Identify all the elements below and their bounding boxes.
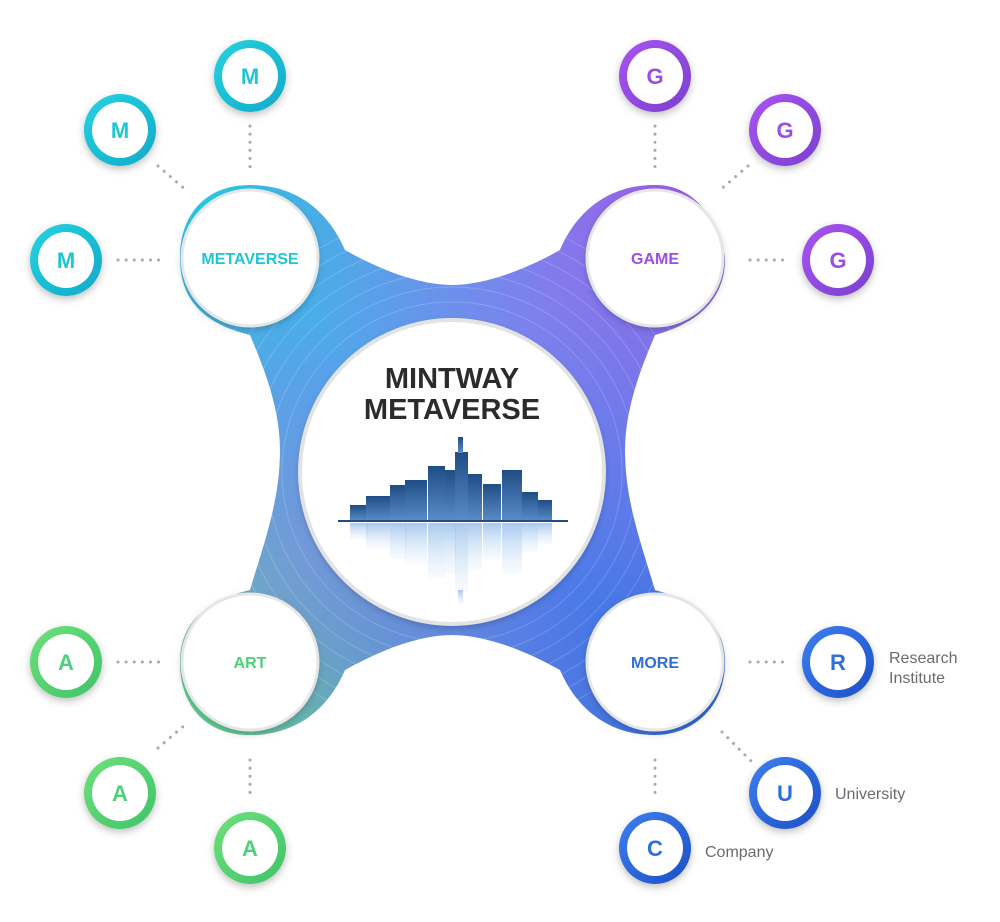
satellite-letter: C xyxy=(647,836,663,861)
satellite-game-2[interactable]: G xyxy=(749,94,821,166)
satellite-more-research[interactable]: R xyxy=(802,626,874,698)
satellite-art-3[interactable]: A xyxy=(214,812,286,884)
satellite-letter: A xyxy=(242,836,258,861)
satellite-letter: A xyxy=(58,650,74,675)
satellite-letter: G xyxy=(646,64,663,89)
satellite-art-2[interactable]: A xyxy=(84,757,156,829)
satellite-metaverse-3[interactable]: M xyxy=(30,224,102,296)
satellite-letter: G xyxy=(829,248,846,273)
center-node: MINTWAY METAVERSE xyxy=(298,318,606,626)
hub-art-label: ART xyxy=(234,655,267,672)
satellite-letter: M xyxy=(241,64,259,89)
satellite-game-1[interactable]: G xyxy=(619,40,691,112)
satellite-letter: M xyxy=(57,248,75,273)
hub-metaverse[interactable]: METAVERSE xyxy=(180,188,320,328)
center-title-line2: METAVERSE xyxy=(364,394,540,426)
caption-company: Company xyxy=(705,844,773,861)
hub-metaverse-label: METAVERSE xyxy=(201,251,299,268)
satellite-letter: M xyxy=(111,118,129,143)
satellite-letter: G xyxy=(776,118,793,143)
satellite-letter: R xyxy=(830,650,846,675)
center-title-line1: MINTWAY xyxy=(385,363,519,395)
satellite-letter: A xyxy=(112,781,128,806)
city-skyline-reflection-icon xyxy=(338,437,568,604)
satellite-more-company[interactable]: C xyxy=(619,812,691,884)
satellite-letter: U xyxy=(777,781,793,806)
caption-research-line1: Research xyxy=(889,650,957,667)
satellite-more-university[interactable]: U xyxy=(749,757,821,829)
caption-university: University xyxy=(835,786,905,803)
satellite-art-1[interactable]: A xyxy=(30,626,102,698)
hub-more-label: MORE xyxy=(631,655,679,672)
hub-game-label: GAME xyxy=(631,251,679,268)
caption-research-line2: Institute xyxy=(889,670,945,687)
satellite-metaverse-1[interactable]: M xyxy=(214,40,286,112)
connectors xyxy=(116,124,792,802)
satellite-game-3[interactable]: G xyxy=(802,224,874,296)
hub-game[interactable]: GAME xyxy=(585,188,725,328)
satellite-metaverse-2[interactable]: M xyxy=(84,94,156,166)
hub-art[interactable]: ART xyxy=(180,592,320,732)
hub-more[interactable]: MORE xyxy=(585,592,725,732)
